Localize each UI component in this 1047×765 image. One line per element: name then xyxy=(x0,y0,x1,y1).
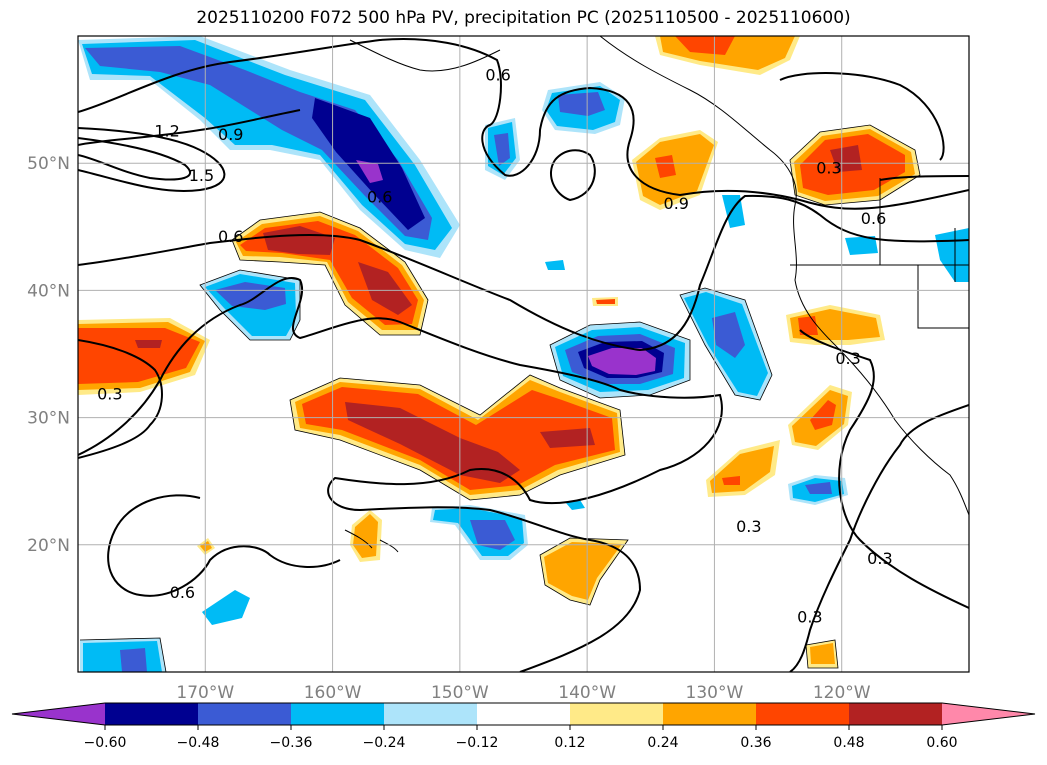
precip-blob-pos-128w xyxy=(706,440,780,497)
colorbar-tick-label-0: −0.60 xyxy=(84,735,127,751)
colorbar-segment-8 xyxy=(756,703,850,725)
colorbar-segment-9 xyxy=(849,703,943,725)
precip-blob-pos-west xyxy=(78,318,210,395)
map-area: 0.6 0.6 1.2 0.9 1.5 0.6 0.9 0.3 0.6 0.3 0.3 0.3 0.3 0… xyxy=(78,36,969,672)
contour-label-6: 0.9 xyxy=(664,194,689,213)
contour-label-7: 0.3 xyxy=(816,158,841,177)
precip-blob-neg-150w xyxy=(430,505,528,560)
colorbar-segment-3 xyxy=(291,703,385,725)
precip-blob-neg-122w xyxy=(788,475,848,505)
contour-label-1: 0.6 xyxy=(485,65,510,84)
y-axis-labels: 50°N 40°N 30°N 20°N xyxy=(27,154,70,556)
precip-blob-pos-135w xyxy=(632,130,718,210)
contour-label-5: 0.6 xyxy=(218,227,243,246)
colorbar: −0.60 −0.48 −0.36 −0.24 −0.12 0.12 0.24 0.36 0.4… xyxy=(11,702,1036,751)
x-tick-label-5: 120°W xyxy=(813,683,871,703)
precip-blob-pos-top xyxy=(655,36,800,75)
colorbar-segment-1 xyxy=(105,703,199,725)
colorbar-tick-label-1: −0.48 xyxy=(177,735,220,751)
colorbar-segment-5 xyxy=(477,703,571,725)
pv-contour-03-mid xyxy=(78,277,723,672)
x-axis-labels: 170°W 160°W 150°W 140°W 130°W 120°W xyxy=(176,683,870,703)
precip-blob-pos-150w xyxy=(290,375,625,500)
colorbar-tick-label-7: 0.36 xyxy=(740,735,771,751)
contour-label-9: 0.3 xyxy=(835,349,860,368)
y-tick-label-0: 50°N xyxy=(27,154,70,174)
map-frame xyxy=(77,35,970,673)
contour-label-10: 0.3 xyxy=(97,385,122,404)
colorbar-extend-low xyxy=(12,703,105,725)
colorbar-tick-label-6: 0.24 xyxy=(647,735,678,751)
contour-labels: 0.6 0.6 1.2 0.9 1.5 0.6 0.9 0.3 0.6 0.3 0.3 0.3 0.3 0… xyxy=(97,65,893,626)
pv-contour-06-se xyxy=(779,72,945,161)
x-tick-label-1: 160°W xyxy=(304,683,362,703)
chart-title: 2025110200 F072 500 hPa PV, precipitatio… xyxy=(196,8,851,28)
x-tick-label-4: 130°W xyxy=(686,683,744,703)
y-tick-label-1: 40°N xyxy=(27,281,70,301)
contour-label-8: 0.6 xyxy=(861,209,886,228)
contour-label-0: 0.6 xyxy=(367,188,392,207)
x-tick-label-0: 170°W xyxy=(176,683,234,703)
colorbar-tick-label-5: 0.12 xyxy=(554,735,585,751)
contour-label-13: 0.3 xyxy=(797,607,822,626)
colorbar-segment-7 xyxy=(663,703,757,725)
colorbar-tick-label-3: −0.24 xyxy=(363,735,406,751)
contour-label-14: 0.6 xyxy=(170,583,195,602)
colorbar-tick-label-8: 0.48 xyxy=(833,735,864,751)
x-tick-label-2: 150°W xyxy=(431,683,489,703)
y-tick-label-2: 30°N xyxy=(27,409,70,429)
x-tick-label-3: 140°W xyxy=(558,683,616,703)
coastlines xyxy=(344,36,969,553)
colorbar-tick-label-2: −0.36 xyxy=(270,735,313,751)
pv-contour-12-15 xyxy=(78,127,226,192)
colorbar-tick-label-9: 0.60 xyxy=(926,735,957,751)
precip-blob-pos-122w xyxy=(786,305,885,345)
gridlines xyxy=(78,36,969,672)
contour-label-3: 0.9 xyxy=(218,125,243,144)
contour-label-2: 1.2 xyxy=(154,121,179,140)
pv-contours xyxy=(78,38,969,672)
pv-contour-06-north xyxy=(78,38,969,210)
pv-contour-06-south xyxy=(107,494,341,597)
colorbar-extend-high xyxy=(942,703,1035,725)
y-tick-label-3: 20°N xyxy=(27,536,70,556)
colorbar-segment-2 xyxy=(198,703,292,725)
precip-blob-pos-119w xyxy=(790,125,920,205)
precip-blob-pos-140w xyxy=(540,538,628,605)
contour-label-11: 0.3 xyxy=(736,517,761,536)
colorbar-segment-4 xyxy=(384,703,478,725)
precip-blob-neg-north-pacific xyxy=(78,36,460,258)
pv-contour-06-jet xyxy=(78,194,969,352)
colorbar-tick-label-4: −0.12 xyxy=(456,735,499,751)
colorbar-segment-6 xyxy=(570,703,664,725)
precip-blob-neg-southwest xyxy=(80,260,585,672)
contour-label-4: 1.5 xyxy=(189,166,214,185)
precip-blob-neg-132w xyxy=(680,288,772,400)
pv-contour-03-east xyxy=(789,175,969,672)
contour-label-12: 0.3 xyxy=(867,549,892,568)
precip-blob-pos-small xyxy=(197,297,838,668)
pv-contour-03-west xyxy=(78,339,163,459)
precip-outlines xyxy=(79,124,921,672)
